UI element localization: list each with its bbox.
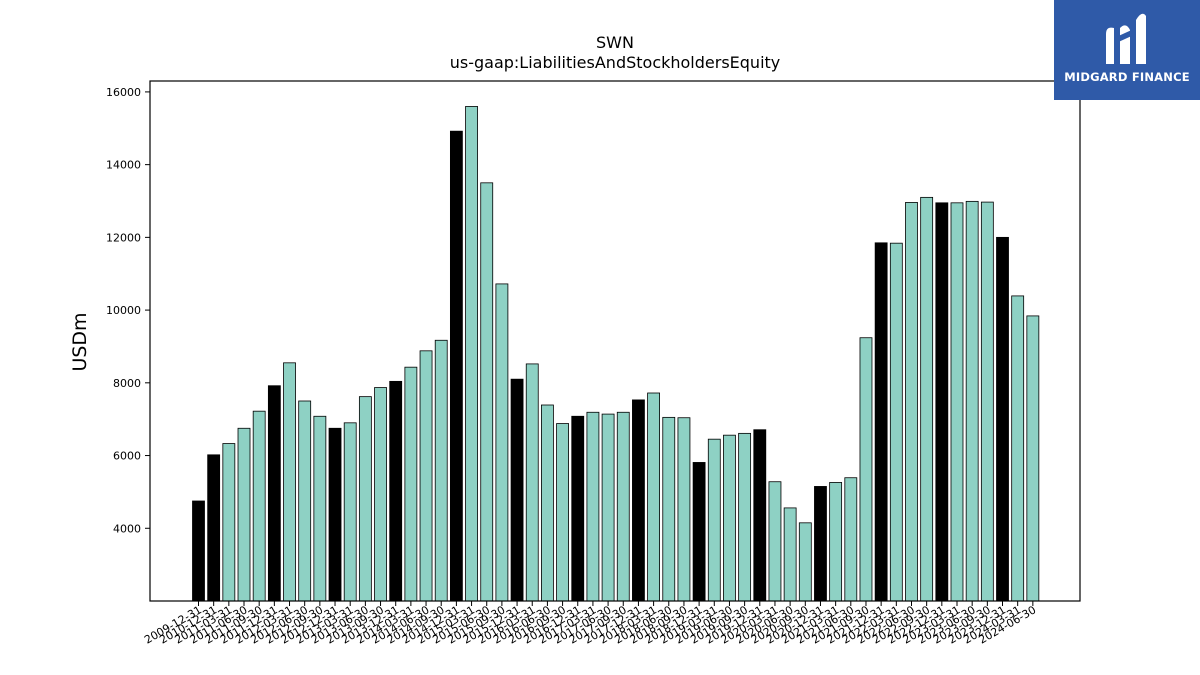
bar-2014-12-31 bbox=[449, 130, 463, 602]
bar-2020-09-30 bbox=[798, 522, 812, 602]
brand-logo: MIDGARD FINANCE bbox=[1054, 0, 1200, 100]
brand-name: MIDGARD FINANCE bbox=[1064, 70, 1190, 84]
bar-2022-12-31 bbox=[935, 202, 949, 602]
bar-2013-03-31 bbox=[343, 422, 357, 602]
bar-2017-06-30 bbox=[601, 413, 615, 602]
plot-frame bbox=[149, 80, 1081, 602]
bar-2015-06-30 bbox=[480, 182, 494, 602]
y-tick-label: 6000 bbox=[113, 450, 141, 463]
bar-2023-03-31 bbox=[950, 202, 964, 602]
bar-2012-06-30 bbox=[298, 400, 312, 602]
bar-2010-12-31 bbox=[207, 454, 221, 602]
bar-2020-06-30 bbox=[783, 507, 797, 602]
bar-2022-06-30 bbox=[905, 202, 918, 602]
bar-2011-06-30 bbox=[237, 427, 251, 602]
y-tick-label: 4000 bbox=[113, 522, 141, 535]
bar-2014-09-30 bbox=[434, 339, 448, 602]
bar-2019-12-31 bbox=[753, 429, 767, 602]
bar-2020-12-31 bbox=[814, 486, 827, 602]
y-tick-label: 8000 bbox=[113, 377, 141, 390]
bar-2018-09-30 bbox=[677, 417, 691, 602]
bar-2021-06-30 bbox=[844, 477, 858, 602]
bar-2019-06-30 bbox=[723, 434, 736, 602]
bar-2020-03-31 bbox=[768, 481, 782, 602]
x-ticks-group: 2009-12-312010-12-312011-03-312011-06-30… bbox=[142, 601, 1038, 647]
bar-2024-03-31 bbox=[1011, 295, 1025, 602]
chart-subtitle: us-gaap:LiabilitiesAndStockholdersEquity bbox=[450, 53, 781, 72]
bar-2014-03-31 bbox=[404, 366, 418, 602]
bar-2021-12-31 bbox=[874, 242, 888, 602]
bar-2012-12-31 bbox=[328, 427, 342, 602]
bar-2011-03-31 bbox=[222, 443, 236, 602]
bar-2018-12-31 bbox=[692, 462, 706, 602]
bar-2015-12-31 bbox=[510, 378, 524, 602]
bar-2022-09-30 bbox=[920, 196, 934, 602]
bar-2017-09-30 bbox=[616, 411, 630, 602]
bar-2014-06-30 bbox=[419, 350, 433, 602]
bar-2013-12-31 bbox=[389, 380, 403, 602]
bar-2015-03-31 bbox=[465, 106, 478, 602]
bar-2013-06-30 bbox=[358, 396, 372, 602]
bar-2021-03-31 bbox=[829, 482, 843, 602]
bar-2012-09-30 bbox=[313, 415, 327, 602]
bar-2011-12-31 bbox=[267, 385, 281, 602]
bar-2016-09-30 bbox=[556, 423, 569, 602]
bar-2009-12-31 bbox=[192, 500, 205, 602]
bar-2024-06-30 bbox=[1026, 315, 1040, 602]
y-ticks-group: 4000 6000 8000 10000 12000 14000 16000 bbox=[106, 86, 150, 535]
bar-2023-06-30 bbox=[965, 200, 979, 602]
bar-2015-09-30 bbox=[495, 283, 509, 602]
midgard-logo-icon bbox=[1106, 13, 1146, 65]
chart-title: SWN bbox=[596, 33, 634, 52]
bar-2022-03-31 bbox=[889, 242, 903, 602]
bars-group bbox=[192, 106, 1040, 602]
bar-2017-12-31 bbox=[632, 399, 645, 602]
y-tick-label: 16000 bbox=[106, 86, 141, 99]
bar-2021-09-30 bbox=[859, 337, 873, 602]
y-tick-label: 12000 bbox=[106, 231, 141, 244]
bar-2016-12-31 bbox=[571, 415, 585, 602]
bar-2019-03-31 bbox=[707, 438, 721, 602]
bar-2017-03-31 bbox=[586, 411, 600, 602]
bar-2016-06-30 bbox=[541, 404, 554, 602]
bar-2023-09-30 bbox=[980, 201, 994, 602]
y-tick-label: 14000 bbox=[106, 159, 141, 172]
bar-2012-03-31 bbox=[283, 362, 296, 602]
bar-2011-09-30 bbox=[252, 410, 266, 602]
bar-2013-09-30 bbox=[374, 387, 387, 602]
bar-2023-12-31 bbox=[996, 236, 1009, 602]
y-tick-label: 10000 bbox=[106, 304, 141, 317]
bar-2018-03-31 bbox=[647, 392, 660, 602]
bar-2016-03-31 bbox=[525, 363, 539, 602]
bar-2018-06-30 bbox=[662, 416, 676, 602]
bar-2019-09-30 bbox=[738, 432, 752, 602]
y-axis-label: USDm bbox=[69, 312, 91, 371]
